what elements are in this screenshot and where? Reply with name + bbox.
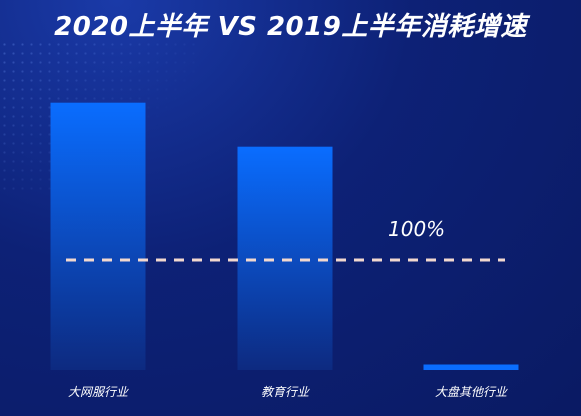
bar-1 bbox=[237, 146, 333, 370]
category-label-0: 大网服行业 bbox=[68, 385, 129, 399]
bar-0 bbox=[50, 102, 146, 370]
chart-title: 2020上半年 VS 2019上半年消耗增速 bbox=[54, 12, 527, 42]
bar-2 bbox=[423, 364, 519, 370]
reference-line-label: 100% bbox=[388, 217, 445, 241]
category-label-1: 教育行业 bbox=[261, 385, 310, 399]
category-label-2: 大盘其他行业 bbox=[435, 385, 508, 399]
